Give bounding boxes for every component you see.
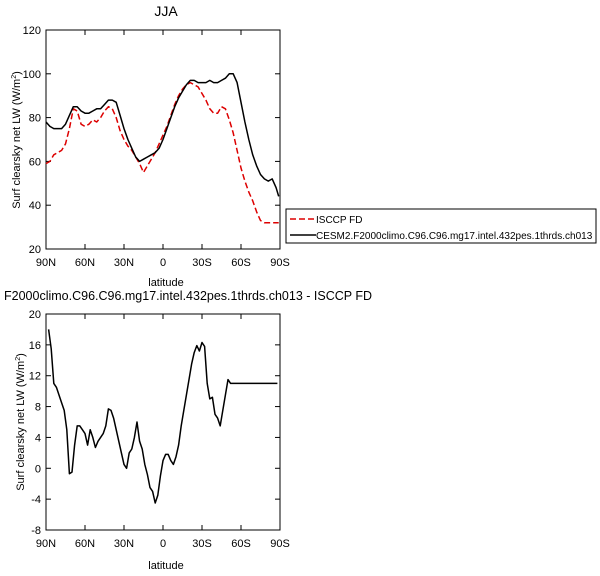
top-ytick-label: 120 [23,25,41,37]
bottom-x-axis: 90N 60N 30N 0 30S 60S 90S [36,314,290,550]
bottom-ytick-label: -8 [31,525,41,537]
top-ytick-label: 60 [29,156,41,168]
bottom-y-axis-label: Surf clearsky net LW (W/m2) [15,353,27,491]
bottom-y-axis-label-close: ) [15,353,27,357]
top-ytick-label: 80 [29,113,41,125]
bottom-series-group [47,329,278,504]
top-x-axis: 90N 60N 30N 0 30S 60S 90S [36,30,290,269]
top-xtick-label: 60N [75,257,95,269]
top-xtick-label: 0 [160,257,166,269]
bottom-y-axis: -8 -4 0 4 8 12 16 20 [29,309,280,537]
bottom-series-line-0 [47,329,278,504]
bottom-plot-frame [45,313,281,531]
bottom-xtick-label: 60S [231,538,251,550]
top-series-line-0 [45,81,279,224]
bottom-ytick-label: 0 [35,463,41,475]
top-y-axis: 20 40 60 80 100 120 [23,25,280,256]
bottom-ytick-label: 8 [35,402,41,414]
bottom-ytick-label: 16 [29,340,41,352]
top-panel: JJA 20 40 60 80 100 120 90N 60N 30N 0 30S 60S 90S l… [11,3,290,289]
top-ytick-label: 100 [23,69,41,81]
bottom-title: F2000climo.C96.C96.mg17.intel.432pes.1th… [4,289,372,303]
top-ytick-label: 40 [29,200,41,212]
bottom-ytick-label: -4 [31,494,41,506]
top-y-axis-label-main: Surf clearsky net LW (W/m [11,79,23,209]
top-y-axis-label-sup: 2 [11,75,18,79]
bottom-xtick-label: 30N [114,538,134,550]
legend-label-cesm2: CESM2.F2000climo.C96.C96.mg17.intel.432p… [316,231,593,242]
bottom-ytick-label: 4 [35,432,41,444]
bottom-y-axis-label-main: Surf clearsky net LW (W/m [15,361,27,491]
legend-frame [285,208,597,244]
bottom-xtick-label: 0 [160,538,166,550]
top-x-axis-label: latitude [148,277,183,289]
top-title: JJA [154,3,178,19]
top-xtick-label: 60S [231,257,251,269]
bottom-ytick-label: 20 [29,309,41,321]
top-xtick-label: 30S [192,257,212,269]
bottom-xtick-label: 90N [36,538,56,550]
bottom-y-axis-label-sup: 2 [15,357,22,361]
top-series-line-1 [45,73,280,197]
top-xtick-label: 30N [114,257,134,269]
top-series-group [45,73,280,224]
bottom-xtick-label: 90S [270,538,290,550]
legend: ISCCP FD CESM2.F2000climo.C96.C96.mg17.i… [285,208,597,244]
bottom-x-axis-label: latitude [148,560,183,572]
bottom-xtick-label: 30S [192,538,212,550]
top-y-axis-label-close: ) [11,71,23,75]
top-ytick-label: 20 [29,244,41,256]
bottom-panel: F2000climo.C96.C96.mg17.intel.432pes.1th… [4,289,372,572]
top-y-axis-label: Surf clearsky net LW (W/m2) [11,71,23,209]
top-xtick-label: 90S [270,257,290,269]
bottom-ytick-label: 12 [29,371,41,383]
top-xtick-label: 90N [36,257,56,269]
bottom-xtick-label: 60N [75,538,95,550]
legend-label-isccp: ISCCP FD [316,215,363,226]
